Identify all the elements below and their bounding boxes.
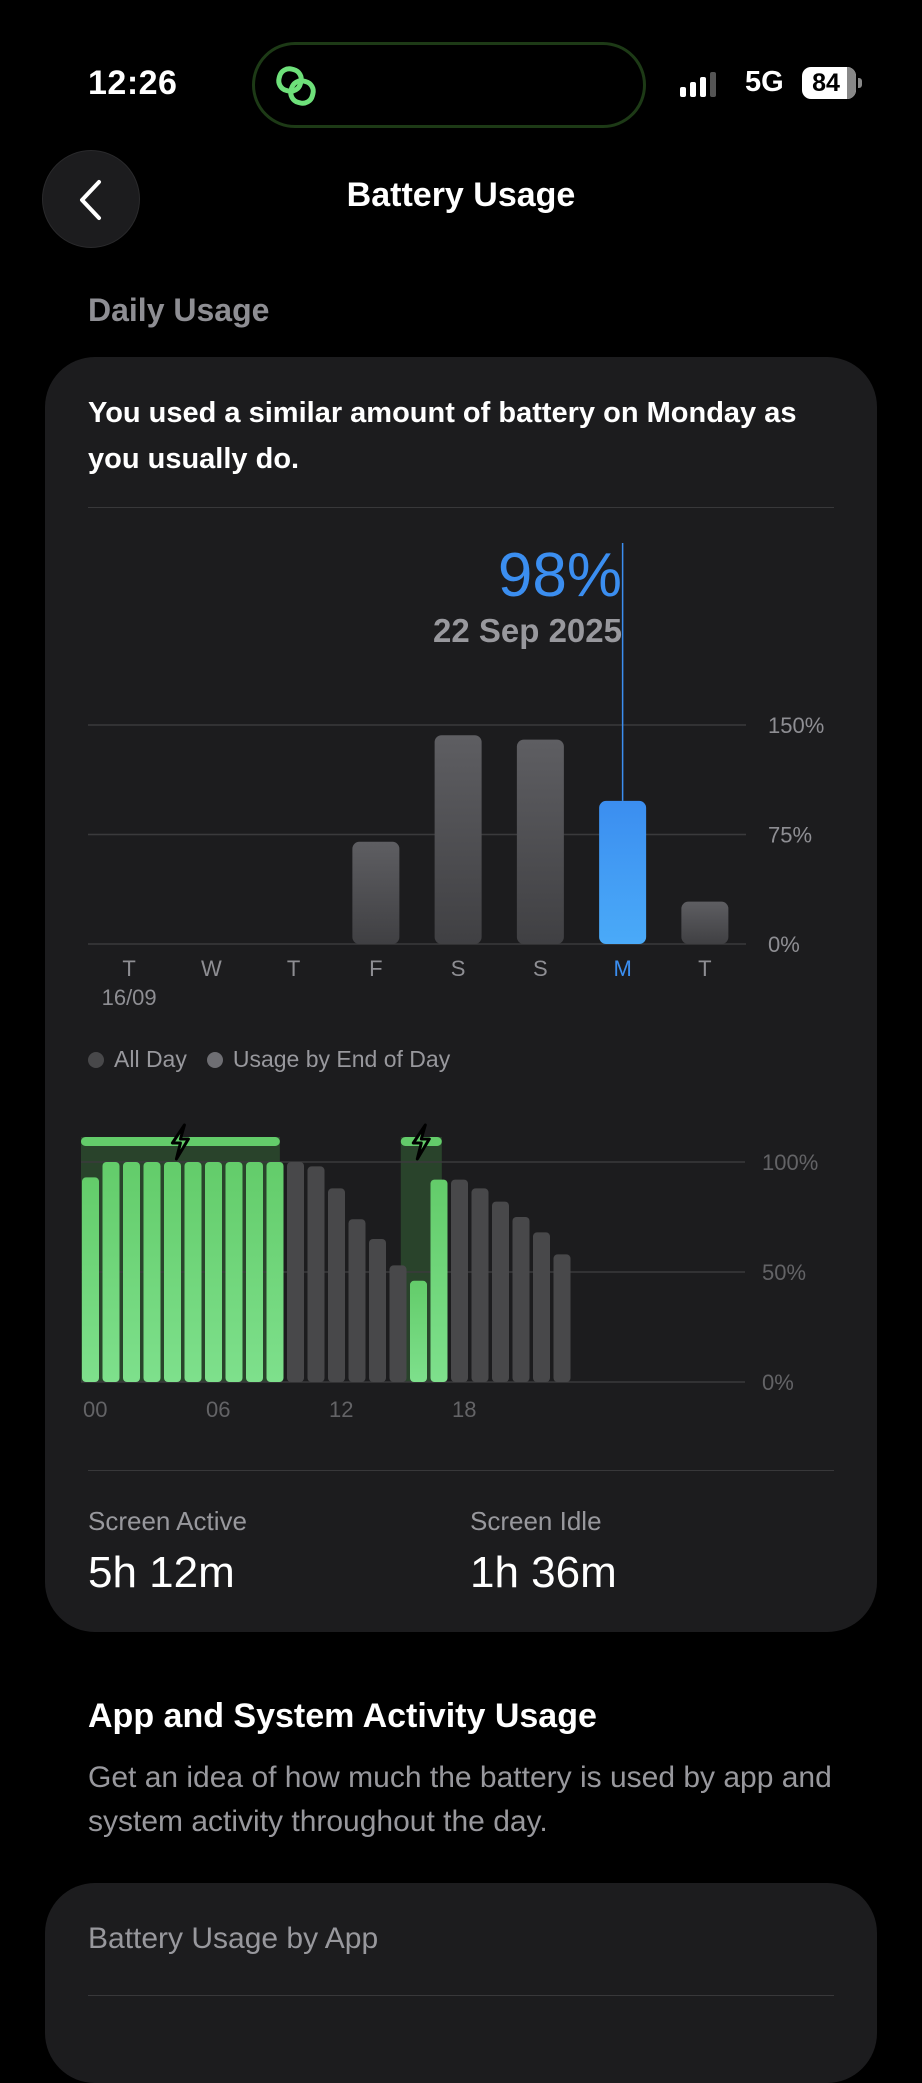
selected-value: 98%: [497, 541, 622, 610]
x-tick-label: T: [698, 956, 711, 981]
legend: All Day Usage by End of Day: [88, 1046, 450, 1073]
status-time: 12:26: [88, 64, 178, 102]
signal-icon: [680, 72, 716, 97]
screen-idle-label: Screen Idle: [470, 1506, 602, 1536]
x-tick-label: 12: [329, 1397, 353, 1422]
legend-dot-all-day: [88, 1051, 104, 1068]
hour-bar: [246, 1162, 263, 1382]
y-tick-label: 0%: [762, 1370, 794, 1395]
bar: [599, 800, 647, 944]
chevron-left-icon: [80, 180, 101, 220]
battery-icon: 84: [802, 67, 856, 99]
x-tick-label: S: [451, 956, 466, 981]
y-tick-label: 0%: [768, 932, 800, 957]
dynamic-island[interactable]: [252, 42, 646, 128]
hour-bar: [512, 1217, 530, 1382]
divider: [88, 1470, 834, 1471]
bar: [681, 901, 729, 944]
back-button[interactable]: [42, 150, 140, 248]
x-tick-label: M: [613, 956, 631, 981]
hour-bar: [471, 1188, 489, 1382]
hour-bar: [328, 1188, 345, 1382]
x-tick-label: 18: [452, 1397, 476, 1422]
hour-bar: [123, 1162, 140, 1382]
section-title-app-activity: App and System Activity Usage: [88, 1697, 597, 1735]
screen-active-label: Screen Active: [88, 1506, 247, 1536]
x-tick-label: W: [201, 956, 222, 981]
screen-idle-value: 1h 36m: [470, 1548, 617, 1597]
x-date-label: 16/09: [102, 985, 157, 1010]
divider: [88, 507, 834, 508]
network-type: 5G: [745, 66, 784, 98]
battery-level: 84: [812, 69, 840, 97]
hour-bar: [184, 1162, 202, 1382]
y-tick-label: 50%: [762, 1260, 806, 1285]
section-title-daily-usage: Daily Usage: [88, 292, 270, 328]
daily-usage-chart[interactable]: 0% 75% 150% T W T F S S M T 16/09: [0, 530, 922, 1020]
battery-level-chart[interactable]: 0% 50% 100% 00 06 12 18: [0, 1100, 922, 1440]
screen-active-value: 5h 12m: [88, 1548, 235, 1597]
hour-bar: [553, 1254, 571, 1382]
bar: [352, 841, 400, 944]
y-tick-label: 100%: [762, 1150, 818, 1175]
x-tick-label: F: [369, 956, 382, 981]
x-tick-label: 06: [206, 1397, 230, 1422]
bolt-icon: [411, 1123, 431, 1161]
y-tick-label: 75%: [768, 823, 812, 848]
legend-label: Usage by End of Day: [232, 1046, 451, 1072]
legend-label: All Day: [114, 1046, 187, 1072]
page-title: Battery Usage: [346, 176, 576, 214]
link-icon: [276, 66, 316, 106]
hour-bar: [492, 1201, 509, 1382]
x-tick-label: T: [122, 956, 135, 981]
usage-summary: You used a similar amount of battery on …: [88, 397, 797, 475]
bar: [516, 739, 564, 944]
hour-bar: [287, 1162, 304, 1382]
hour-bar: [143, 1162, 161, 1382]
x-tick-label: S: [533, 956, 548, 981]
hour-bar: [266, 1162, 284, 1382]
hour-bar: [348, 1219, 366, 1382]
hour-bar: [205, 1162, 222, 1382]
bolt-icon: [170, 1123, 190, 1161]
hour-bar: [389, 1265, 407, 1382]
hour-bar: [102, 1162, 120, 1382]
hour-bar: [533, 1232, 550, 1382]
legend-dot-end-of-day: [206, 1051, 223, 1068]
hour-bar: [225, 1162, 243, 1382]
hour-bar: [307, 1166, 325, 1382]
divider: [88, 1995, 834, 1996]
hour-bar: [164, 1162, 181, 1382]
hour-bar: [430, 1179, 448, 1382]
battery-nub: [858, 78, 862, 88]
hour-bar: [410, 1280, 427, 1382]
battery-by-app-title: Battery Usage by App: [88, 1922, 379, 1955]
x-tick-label: T: [287, 956, 300, 981]
hour-bar: [82, 1177, 99, 1382]
y-tick-label: 150%: [768, 713, 824, 738]
battery-by-app-card[interactable]: [45, 1883, 877, 2083]
hour-bar: [451, 1179, 468, 1382]
section-description: Get an idea of how much the battery is u…: [88, 1761, 832, 1838]
x-tick-label: 00: [83, 1397, 107, 1422]
hour-bar: [369, 1239, 386, 1382]
bar: [434, 735, 482, 944]
selected-date: 22 Sep 2025: [433, 612, 622, 649]
daily-usage-card: [45, 357, 877, 1632]
